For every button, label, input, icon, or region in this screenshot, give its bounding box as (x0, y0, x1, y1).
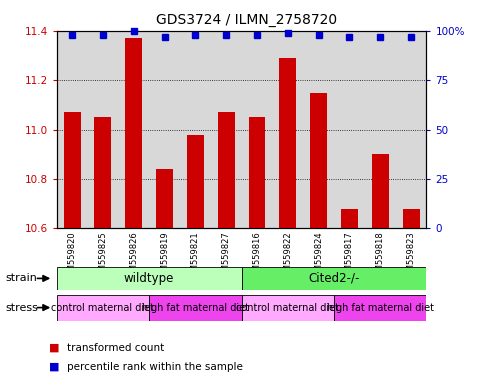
Bar (341, 209, 358, 228)
Text: wildtype: wildtype (124, 272, 175, 285)
Bar (280, 58, 296, 228)
Text: transformed count: transformed count (67, 343, 164, 353)
Bar (242, 295, 334, 321)
Bar (149, 295, 242, 321)
Bar (218, 112, 235, 228)
Bar (187, 134, 204, 228)
Bar (125, 38, 142, 228)
Bar (95, 117, 111, 228)
Text: ■: ■ (49, 362, 60, 372)
Bar (57, 295, 149, 321)
Text: Cited2-/-: Cited2-/- (308, 272, 360, 285)
Bar (57, 267, 242, 290)
Text: control maternal diet: control maternal diet (236, 303, 339, 313)
Bar (248, 117, 265, 228)
Text: high fat maternal diet: high fat maternal diet (142, 303, 249, 313)
Bar (372, 154, 388, 228)
Bar (64, 112, 80, 228)
Text: control maternal diet: control maternal diet (51, 303, 154, 313)
Text: strain: strain (5, 273, 37, 283)
Bar (403, 209, 420, 228)
Text: ■: ■ (49, 343, 60, 353)
Text: percentile rank within the sample: percentile rank within the sample (67, 362, 243, 372)
Bar (242, 267, 426, 290)
Bar (156, 169, 173, 228)
Bar (310, 93, 327, 228)
Text: high fat maternal diet: high fat maternal diet (327, 303, 434, 313)
Text: stress: stress (5, 303, 38, 313)
Bar (334, 295, 426, 321)
Text: GDS3724 / ILMN_2758720: GDS3724 / ILMN_2758720 (156, 13, 337, 27)
